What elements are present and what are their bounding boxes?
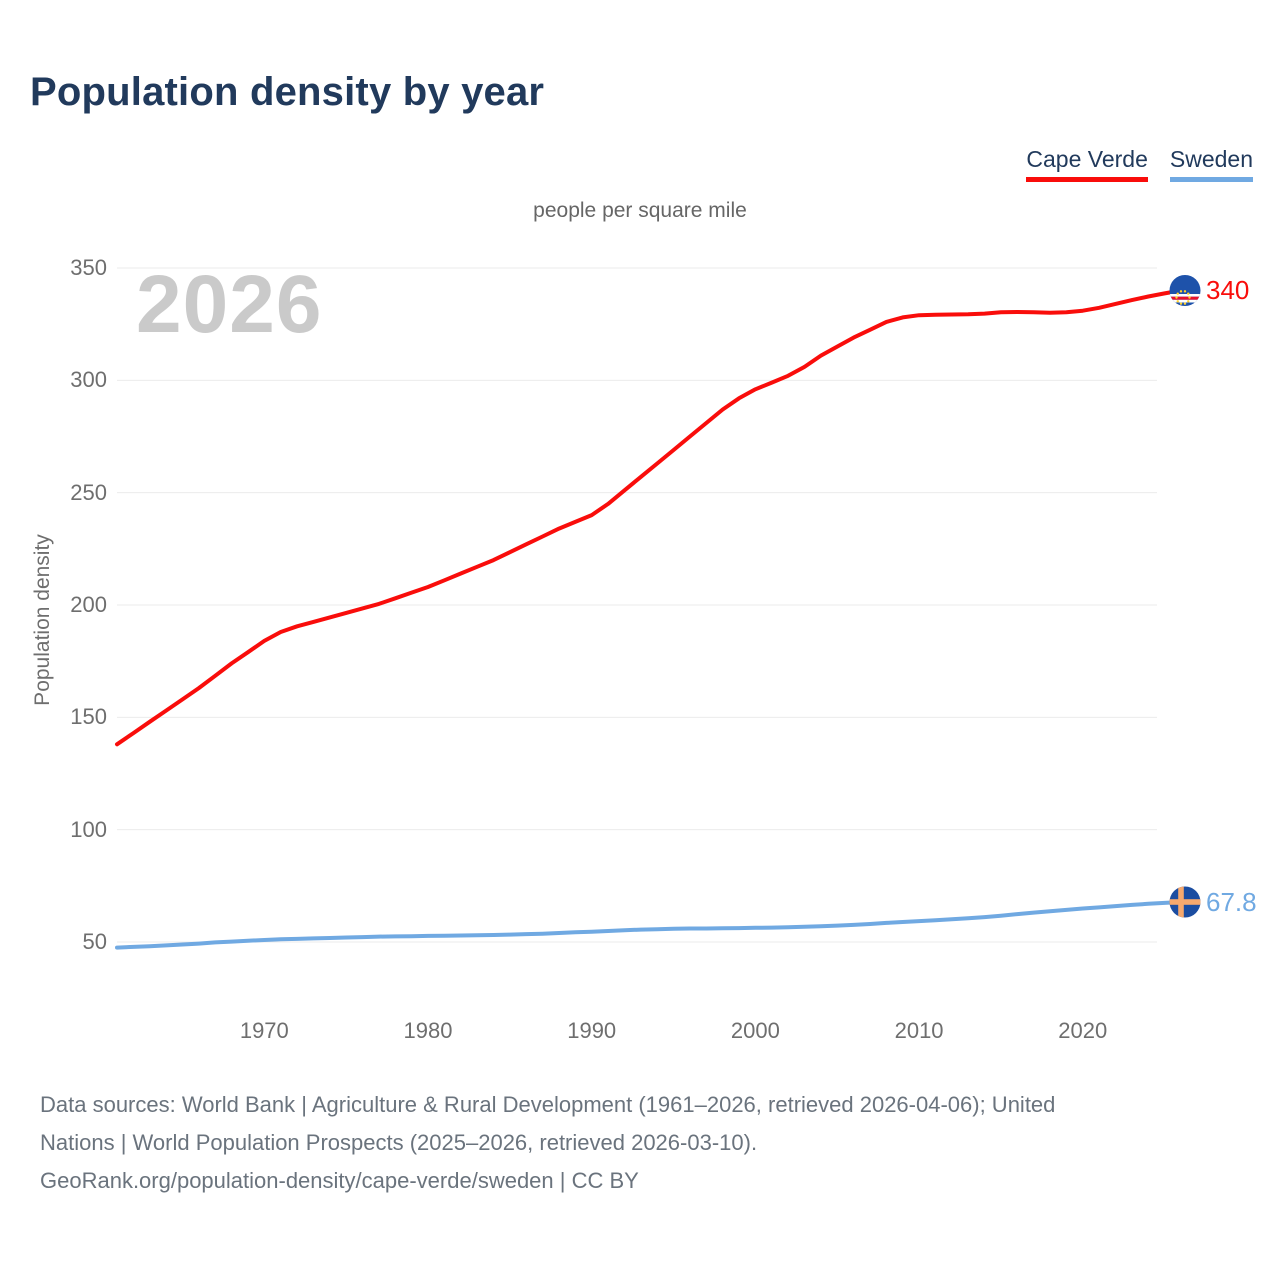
footer-line-3: GeoRank.org/population-density/cape-verd…: [40, 1168, 639, 1193]
x-tick-label: 2000: [730, 1018, 780, 1043]
cape-verde-line: [115, 288, 1183, 747]
y-tick-label: 50: [82, 929, 107, 954]
x-tick-label: 2010: [894, 1018, 944, 1043]
cape-verde-flag-icon: [1169, 275, 1201, 306]
y-tick-label: 250: [70, 479, 107, 505]
x-tick-label: 1970: [239, 1018, 289, 1043]
chart-units-label: people per square mile: [533, 199, 747, 222]
footer-line-1: Data sources: World Bank | Agriculture &…: [40, 1092, 1056, 1117]
page-title: Population density by year: [30, 70, 545, 114]
legend-item-cape-verde[interactable]: Cape Verde: [1026, 146, 1148, 182]
y-axis-title: Population density: [31, 534, 54, 706]
legend-label-cape-verde: Cape Verde: [1026, 146, 1148, 172]
footer-attribution: Data sources: World Bank | Agriculture &…: [40, 1086, 1252, 1200]
gridlines: [117, 267, 1157, 943]
y-tick-label: 100: [70, 816, 107, 842]
y-tick-label: 350: [70, 255, 107, 280]
sweden-line: [115, 900, 1183, 950]
sweden-end-value: 67.8: [1206, 887, 1257, 917]
legend-label-sweden: Sweden: [1169, 146, 1253, 172]
y-tick-label: 150: [70, 704, 107, 730]
x-tick-label: 1980: [403, 1018, 453, 1043]
footer-line-2: Nations | World Population Prospects (20…: [40, 1130, 758, 1155]
cape-verde-end-value: 340: [1206, 275, 1250, 306]
y-tick-label: 200: [70, 592, 107, 617]
legend-item-sweden[interactable]: Sweden: [1169, 146, 1253, 182]
series-lines: [115, 288, 1183, 950]
legend: Cape Verde Sweden: [1026, 146, 1253, 182]
sweden-flag-icon: [1169, 886, 1201, 918]
y-tick-label: 300: [70, 367, 107, 393]
x-tick-label: 2020: [1058, 1018, 1108, 1043]
watermark-year: 2026: [136, 259, 323, 350]
x-tick-label: 1990: [567, 1018, 617, 1043]
cape-verde-stars: [1175, 290, 1191, 305]
